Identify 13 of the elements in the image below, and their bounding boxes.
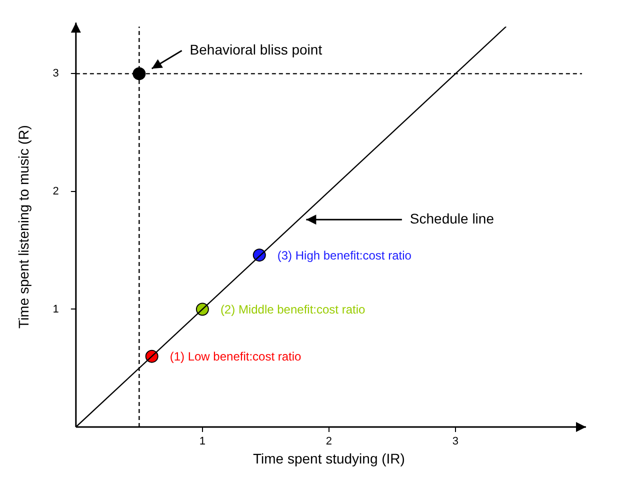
y-tick-label: 2 (52, 186, 59, 198)
x-tick-label: 3 (452, 436, 459, 448)
series-label: (1) Low benefit:cost ratio (170, 350, 302, 364)
series-label: (2) Middle benefit:cost ratio (220, 302, 366, 317)
y-axis-title: Time spent listening to music (R) (15, 125, 32, 328)
annotation: Behavioral bliss point (190, 41, 322, 58)
y-tick-label: 3 (52, 68, 59, 80)
series-label: (3) High benefit:cost ratio (277, 248, 412, 262)
y-tick-label: 1 (52, 303, 59, 316)
x-tick-label: 1 (199, 436, 206, 448)
x-axis-title: Time spent studying (IR) (252, 450, 405, 466)
annotation: Schedule line (410, 210, 494, 226)
x-tick-label: 2 (326, 436, 332, 448)
